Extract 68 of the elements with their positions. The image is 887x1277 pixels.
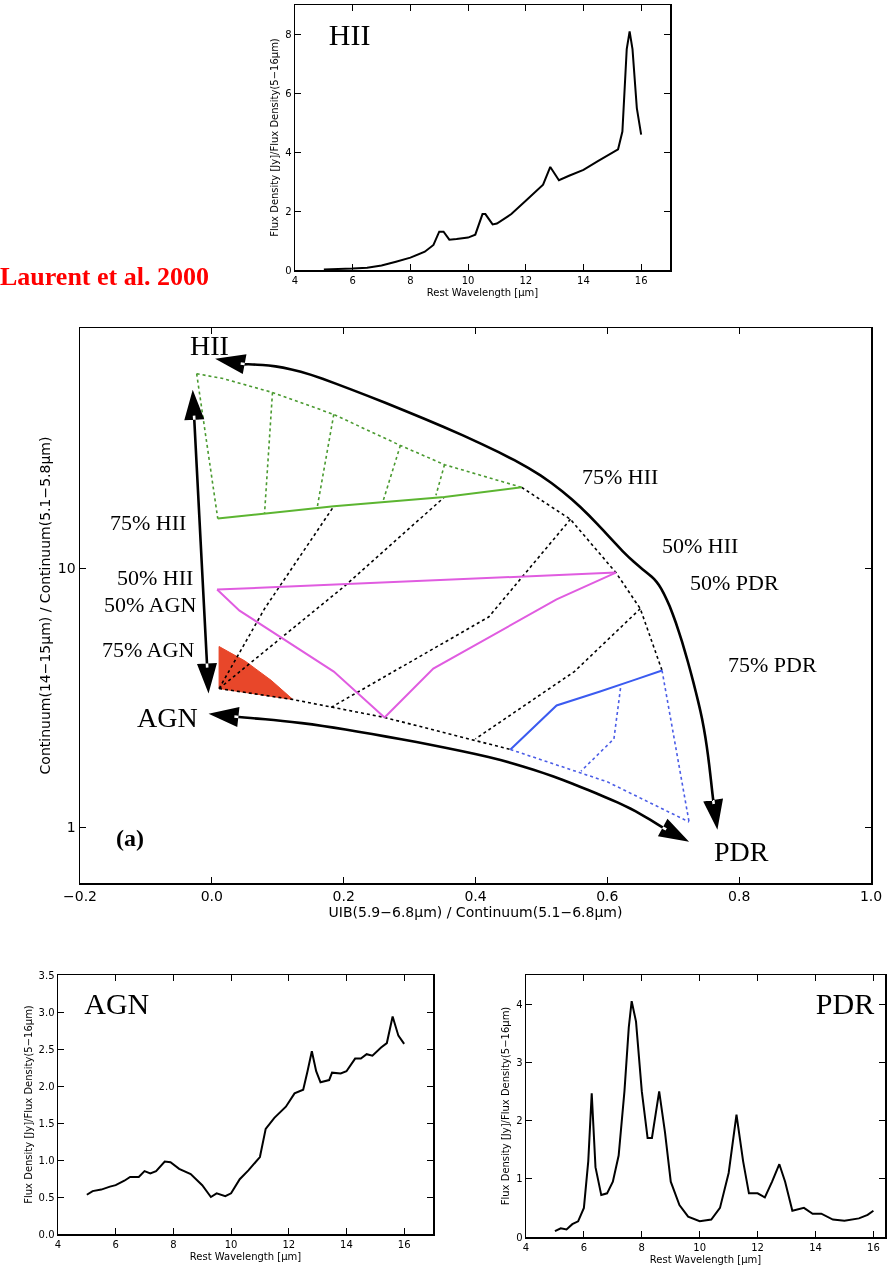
y-axis-title: Flux Density [Jy]/Flux Density(5−16µm) — [269, 38, 281, 237]
x-tick-label: 0.4 — [464, 888, 487, 905]
y-tick-label: 1.5 — [38, 1117, 55, 1129]
x-tick-label: 6 — [112, 1238, 119, 1250]
y-tick-label: 2 — [285, 205, 292, 217]
x-axis-title: Rest Wavelength [µm] — [426, 286, 539, 298]
x-tick-label: 12 — [519, 274, 533, 286]
annotation: (a) — [116, 825, 144, 851]
annotation: 50% HII — [662, 533, 739, 558]
y-tick-label: 0.5 — [38, 1191, 55, 1203]
x-tick-label: 0.0 — [200, 888, 223, 905]
annotation: 75% AGN — [102, 637, 195, 662]
y-tick-label: 2 — [516, 1115, 523, 1127]
chart-title: PDR — [815, 987, 875, 1021]
y-tick-label: 3.5 — [38, 969, 55, 981]
text: Laurent et al. 2000 — [0, 262, 209, 292]
annotation: 75% HII — [110, 510, 187, 535]
y-tick-label: 1.0 — [38, 1154, 55, 1166]
y-tick-label: 1 — [516, 1173, 523, 1185]
annotation: HII — [190, 330, 229, 361]
x-tick-label: 10 — [224, 1238, 238, 1250]
x-tick-label: 14 — [809, 1241, 822, 1253]
x-tick-label: 10 — [461, 274, 475, 286]
y-tick-label: 3 — [516, 1056, 523, 1068]
y-tick-label: 8 — [285, 28, 292, 40]
annotation: 75% HII — [582, 464, 659, 489]
x-tick-label: 10 — [693, 1241, 707, 1253]
x-tick-label: 16 — [397, 1238, 411, 1250]
x-tick-label: 12 — [282, 1238, 296, 1250]
x-tick-label: 8 — [407, 274, 414, 286]
y-tick-label: 4 — [516, 998, 523, 1010]
x-tick-label: 12 — [751, 1241, 764, 1253]
annotation: 50% PDR — [690, 570, 779, 595]
x-tick-label: 0.8 — [728, 888, 751, 905]
x-axis-title: Rest Wavelength [µm] — [189, 1250, 302, 1262]
annotation: AGN — [137, 702, 198, 733]
annotation: 50% HII — [117, 565, 194, 590]
x-tick-label: 6 — [580, 1241, 588, 1253]
y-tick-label: 6 — [285, 87, 292, 99]
x-tick-label: 0.6 — [596, 888, 619, 905]
x-tick-label: 0.2 — [332, 888, 355, 905]
x-tick-label: 16 — [867, 1241, 880, 1253]
x-tick-label: 6 — [349, 274, 356, 286]
y-axis-title: Continuum(14−15µm) / Continuum(5.1−5.8µm) — [36, 436, 53, 775]
x-tick-label: 14 — [340, 1238, 353, 1250]
annotation: PDR — [714, 836, 769, 867]
y-tick-label: 2.5 — [38, 1043, 55, 1055]
y-tick-label: 0.0 — [38, 1228, 55, 1240]
x-tick-label: 8 — [170, 1238, 177, 1250]
annotation: 75% PDR — [728, 652, 817, 677]
y-axis-title: Flux Density [Jy]/Flux Density(5−16µm) — [22, 1005, 34, 1204]
x-axis-title: Rest Wavelength [µm] — [649, 1253, 762, 1265]
y-tick-label: 0 — [516, 1231, 523, 1243]
chart-title: AGN — [84, 987, 150, 1021]
x-tick-label: 1.0 — [859, 888, 883, 905]
y-axis-title: Flux Density [Jy]/Flux Density(5−16µm) — [500, 1006, 512, 1206]
y-tick-label: 4 — [285, 146, 292, 158]
y-tick-label: 0 — [285, 264, 292, 276]
x-tick-label: 16 — [634, 274, 648, 286]
x-axis-title: UIB(5.9−6.8µm) / Continuum(5.1−6.8µm) — [328, 904, 623, 921]
chart-title: HII — [328, 17, 371, 51]
x-tick-label: 14 — [577, 274, 590, 286]
y-tick-label: 2.0 — [38, 1080, 55, 1092]
y-tick-label: 1 — [66, 819, 76, 836]
annotation: 50% AGN — [104, 592, 197, 617]
x-tick-label: −0.2 — [63, 888, 97, 905]
x-tick-label: 8 — [638, 1241, 645, 1253]
y-tick-label: 3.0 — [38, 1006, 55, 1018]
